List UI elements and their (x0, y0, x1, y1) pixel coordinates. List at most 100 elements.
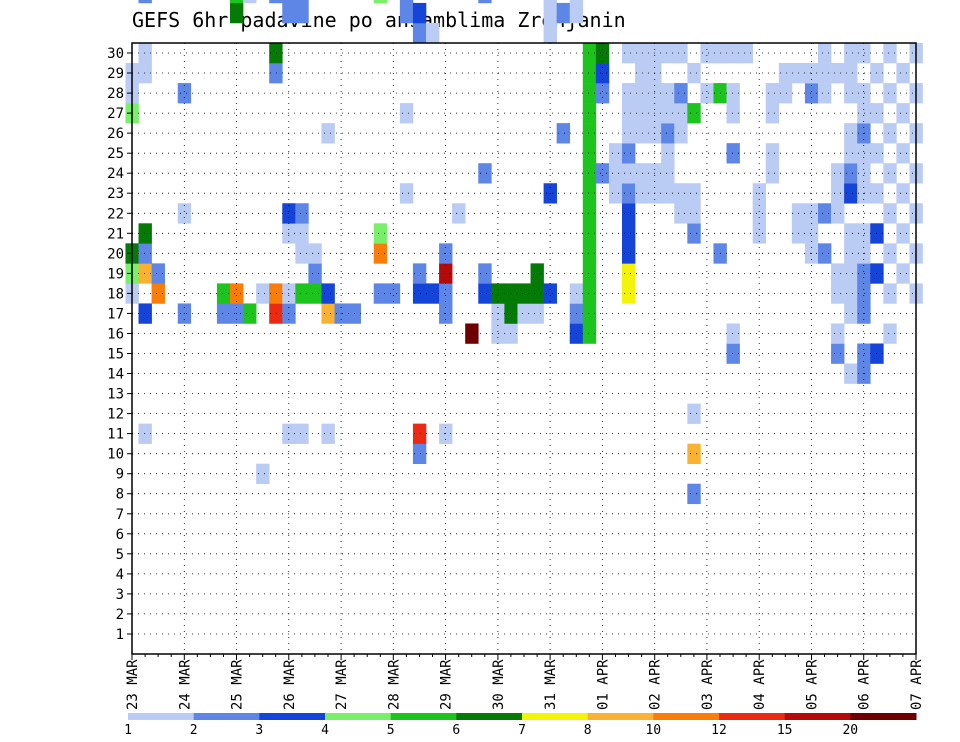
heatmap-cell (517, 303, 531, 324)
heatmap-cell (608, 143, 623, 164)
legend-swatch (850, 713, 917, 720)
heatmap-cell (622, 83, 636, 104)
heatmap-cells (125, 0, 923, 505)
heatmap-cell (399, 2, 414, 24)
heatmap-cell (543, 283, 557, 304)
heatmap-cell (622, 43, 636, 64)
x-tick-label: 30 MAR (491, 659, 507, 710)
heatmap-cell (582, 243, 597, 264)
legend-label: 8 (584, 723, 592, 738)
heatmap-cell (595, 43, 610, 64)
x-tick-label: 05 APR (805, 659, 821, 710)
heatmap-cell (216, 283, 231, 304)
legend-label: 7 (518, 723, 526, 738)
heatmap-cell (295, 2, 309, 24)
heatmap-cell (844, 43, 858, 64)
heatmap-cell (504, 323, 518, 344)
y-tick-label: 1 (116, 627, 124, 643)
y-tick-label: 8 (116, 487, 124, 503)
heatmap-cell (883, 83, 897, 104)
y-tick-label: 13 (107, 387, 124, 403)
heatmap-cell (295, 203, 309, 224)
heatmap-cell (687, 443, 701, 464)
heatmap-cell (478, 263, 492, 284)
heatmap-cell (230, 2, 244, 24)
heatmap-cell (412, 263, 427, 284)
heatmap-cell (687, 483, 701, 505)
x-tick-label: 23 MAR (125, 659, 141, 710)
heatmap-cell (582, 283, 597, 304)
heatmap-cell (883, 163, 897, 184)
heatmap-cell (661, 123, 675, 144)
heatmap-cell (138, 303, 152, 324)
heatmap-cell (896, 223, 910, 244)
heatmap-cell (635, 123, 649, 144)
heatmap-cell (700, 83, 714, 104)
heatmap-cell (504, 283, 518, 304)
heatmap-cell (883, 323, 897, 344)
heatmap-cell (582, 43, 597, 64)
heatmap-cell (608, 163, 623, 184)
heatmap-cell (582, 83, 597, 104)
heatmap-cell (844, 183, 858, 204)
y-tick-label: 21 (107, 226, 124, 242)
legend-label: 3 (255, 723, 263, 738)
y-tick-label: 5 (116, 547, 124, 563)
heatmap-cell (412, 443, 427, 464)
heatmap-cell (857, 103, 871, 124)
heatmap-cell (504, 303, 518, 324)
heatmap-cell (582, 163, 597, 184)
x-tick-label: 24 MAR (177, 659, 193, 710)
heatmap-cell (622, 123, 636, 144)
heatmap-cell (269, 63, 283, 84)
x-tick-label: 29 MAR (439, 659, 455, 710)
x-tick-label: 03 APR (700, 659, 716, 710)
heatmap-cell (622, 163, 636, 184)
heatmap-cell (765, 163, 780, 184)
heatmap-cell (896, 63, 910, 84)
heatmap-cell (399, 103, 414, 124)
heatmap-cell (622, 263, 636, 284)
heatmap-cell (373, 283, 388, 304)
legend-label: 2 (190, 723, 198, 738)
heatmap-cell (635, 43, 649, 64)
heatmap-cell (726, 83, 740, 104)
heatmap-cell (844, 283, 858, 304)
heatmap-cell (321, 303, 335, 324)
legend-swatch (587, 713, 654, 720)
heatmap-cell (582, 323, 597, 344)
heatmap-cell (818, 43, 832, 64)
chart-title: GEFS 6hr padavine po ansamblima Zrenjani… (132, 8, 626, 32)
heatmap-cell (439, 283, 453, 304)
heatmap-cell (726, 143, 740, 164)
heatmap-cell (674, 103, 688, 124)
heatmap-cell (687, 183, 701, 204)
x-tick-label: 07 APR (909, 659, 925, 710)
heatmap-cell (282, 2, 296, 24)
legend-swatch (784, 713, 851, 720)
y-tick-label: 9 (116, 467, 124, 483)
heatmap-cell (582, 203, 597, 224)
heatmap-cell (177, 203, 192, 224)
heatmap-cell (582, 303, 597, 324)
legend-swatch (456, 713, 523, 720)
heatmap-cell (804, 203, 819, 224)
legend-label: 12 (711, 723, 727, 738)
y-tick-label: 19 (107, 266, 124, 282)
heatmap-cell (373, 223, 388, 244)
heatmap-cell (687, 223, 701, 244)
heatmap-cell (478, 0, 492, 4)
y-tick-label: 7 (116, 507, 124, 523)
heatmap-cell (543, 0, 557, 4)
legend-label: 6 (452, 723, 460, 738)
heatmap-cell (582, 223, 597, 244)
y-tick-label: 28 (107, 86, 124, 102)
heatmap-cell (373, 243, 388, 264)
y-axis-ticks: 1234567891011121314151617181920212223242… (107, 46, 132, 643)
heatmap-cell (857, 283, 871, 304)
heatmap-cell (321, 123, 335, 144)
heatmap-cell (177, 83, 192, 104)
heatmap-cell (138, 223, 152, 244)
legend-swatch (653, 713, 720, 720)
heatmap-cell (622, 223, 636, 244)
